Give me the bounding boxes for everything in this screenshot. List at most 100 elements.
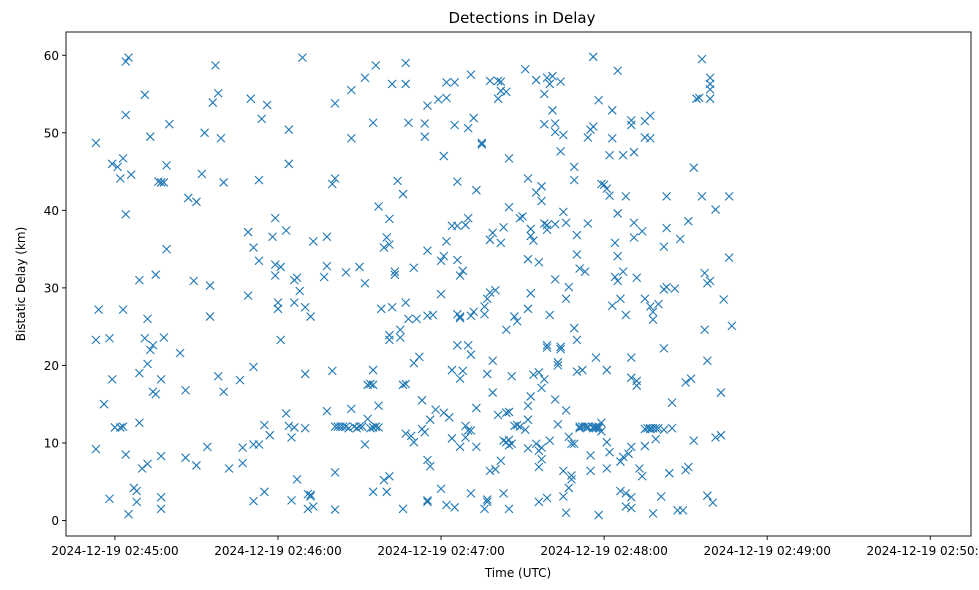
data-point	[572, 335, 582, 345]
data-point	[526, 392, 536, 401]
data-point	[181, 453, 190, 463]
data-point	[341, 422, 351, 432]
data-point	[461, 433, 470, 442]
data-point	[254, 440, 264, 449]
data-point	[675, 234, 685, 244]
data-point	[442, 500, 451, 510]
data-point	[300, 423, 310, 433]
data-point	[346, 133, 356, 143]
data-point	[640, 294, 650, 304]
data-point	[567, 475, 576, 484]
data-point	[132, 497, 142, 507]
data-point	[450, 120, 460, 130]
data-point	[216, 133, 226, 143]
data-point	[607, 105, 617, 115]
data-point	[569, 175, 579, 185]
data-point	[126, 170, 136, 180]
data-point	[444, 412, 454, 422]
data-point	[626, 120, 636, 130]
data-point	[618, 150, 628, 160]
data-point	[697, 191, 707, 201]
data-point	[580, 267, 590, 276]
data-point	[485, 235, 495, 245]
data-point	[466, 350, 476, 359]
data-point	[134, 368, 144, 378]
data-point	[616, 294, 625, 304]
data-point	[496, 238, 506, 248]
data-point	[404, 314, 413, 324]
data-point	[556, 77, 566, 87]
data-point	[480, 302, 489, 311]
data-point	[539, 219, 549, 228]
data-point	[569, 439, 579, 449]
data-point	[213, 88, 223, 98]
data-point	[542, 220, 552, 230]
data-point	[292, 273, 302, 283]
data-point	[395, 325, 405, 335]
data-point	[602, 184, 612, 194]
data-point	[485, 76, 495, 86]
data-point	[346, 404, 356, 414]
data-point	[298, 53, 307, 62]
data-point	[512, 316, 522, 326]
data-point	[276, 335, 286, 345]
data-point	[382, 233, 392, 242]
data-point	[491, 464, 500, 474]
data-point	[398, 380, 408, 390]
data-point	[645, 111, 655, 121]
data-point	[523, 254, 533, 264]
data-point	[539, 89, 549, 99]
data-point	[501, 87, 511, 97]
data-point	[458, 366, 468, 376]
data-point	[480, 309, 489, 319]
data-point	[433, 95, 443, 104]
data-point	[338, 422, 348, 432]
data-point	[466, 426, 476, 435]
data-point	[550, 395, 560, 404]
data-point	[537, 196, 546, 206]
data-point	[197, 169, 207, 179]
data-point	[531, 75, 541, 85]
data-point	[404, 118, 413, 128]
data-point	[365, 423, 375, 433]
data-point	[550, 127, 560, 137]
data-point	[678, 506, 688, 515]
data-point	[605, 150, 614, 160]
data-point	[300, 369, 310, 379]
data-point	[463, 213, 473, 223]
data-point	[518, 212, 527, 221]
y-tick-label: 0	[51, 514, 59, 528]
data-point	[537, 383, 546, 393]
data-point	[613, 276, 623, 286]
data-point	[132, 486, 142, 496]
data-point	[616, 457, 625, 466]
data-point	[493, 76, 503, 86]
data-point	[276, 262, 286, 272]
data-point	[626, 373, 636, 383]
data-point	[515, 422, 525, 432]
data-point	[265, 430, 275, 440]
data-point	[591, 353, 601, 363]
x-tick-label: 2024-12-19 02:48:00	[540, 544, 667, 558]
data-point	[208, 98, 218, 107]
data-point	[452, 221, 462, 231]
data-point	[401, 429, 411, 439]
data-point	[319, 272, 329, 282]
data-point	[588, 52, 598, 62]
data-point	[94, 305, 104, 314]
data-point	[553, 419, 563, 429]
data-point	[507, 439, 517, 449]
data-point	[243, 291, 253, 301]
data-point	[705, 94, 715, 104]
data-point	[575, 423, 585, 433]
data-point	[621, 488, 631, 498]
x-axis: 2024-12-19 02:45:00 2024-12-19 02:46:00 20…	[51, 536, 979, 558]
data-point	[686, 374, 696, 383]
data-point	[542, 73, 552, 83]
y-axis-label: Bistatic Delay (km)	[14, 227, 28, 342]
data-point	[485, 288, 495, 297]
data-point	[499, 223, 508, 232]
data-point	[107, 374, 117, 384]
data-point	[697, 54, 707, 64]
